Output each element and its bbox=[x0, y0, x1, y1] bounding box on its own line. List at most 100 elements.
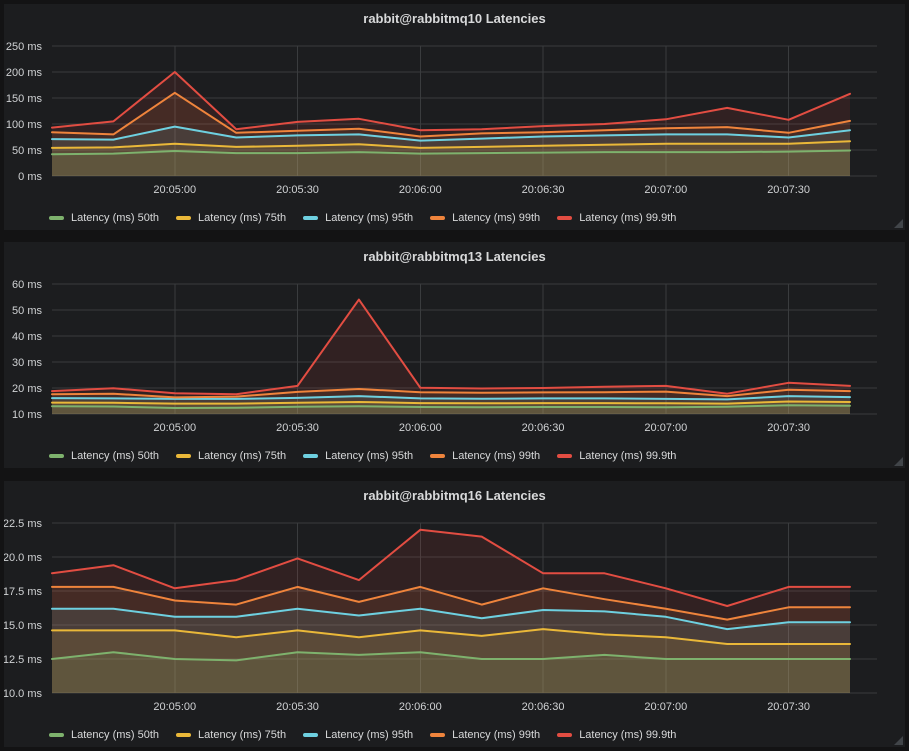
series-line-50th bbox=[51, 404, 851, 409]
legend-label: Latency (ms) 99th bbox=[452, 212, 541, 224]
legend-item-95th[interactable]: Latency (ms) 95th bbox=[303, 450, 413, 462]
series-area-fill bbox=[52, 396, 850, 414]
panel-resize-handle-icon[interactable] bbox=[894, 457, 903, 466]
y-axis-tick-label: 10 ms bbox=[12, 409, 42, 421]
legend-item-99.9th[interactable]: Latency (ms) 99.9th bbox=[557, 212, 676, 224]
legend-label: Latency (ms) 95th bbox=[325, 450, 414, 462]
series-area-fill bbox=[52, 608, 850, 693]
latency-chart-rabbitmq13[interactable]: 10 ms 20 ms 30 ms 40 ms 50 ms 60 ms 20:05:00 20… bbox=[4, 268, 905, 444]
y-axis-tick-label: 60 ms bbox=[12, 279, 42, 291]
legend-label: Latency (ms) 75th bbox=[198, 729, 287, 741]
y-axis-tick-label: 20.0 ms bbox=[4, 552, 42, 564]
x-axis-tick-label: 20:07:30 bbox=[767, 422, 810, 434]
series-line-75th bbox=[51, 628, 851, 645]
y-axis-tick-label: 50 ms bbox=[12, 305, 42, 317]
legend: Latency (ms) 50th Latency (ms) 75th Latenc… bbox=[4, 444, 905, 468]
series-line-99.9th bbox=[51, 298, 851, 396]
y-axis-tick-label: 100 ms bbox=[6, 119, 43, 131]
legend-item-99th[interactable]: Latency (ms) 99th bbox=[430, 212, 540, 224]
series-line-50th bbox=[51, 651, 851, 662]
panel-title[interactable]: rabbit@rabbitmq10 Latencies bbox=[363, 11, 546, 26]
latency-chart-rabbitmq10[interactable]: 0 ms 50 ms 100 ms 150 ms 200 ms 250 ms 20:05:0… bbox=[4, 30, 905, 206]
legend-color-swatch-icon bbox=[430, 216, 446, 220]
legend-label: Latency (ms) 99.9th bbox=[579, 212, 677, 224]
series-area-fill bbox=[52, 141, 850, 176]
x-axis-tick-label: 20:06:30 bbox=[522, 701, 565, 713]
latency-chart-rabbitmq16[interactable]: 10.0 ms 12.5 ms 15.0 ms 17.5 ms 20.0 ms 22.5 … bbox=[4, 507, 905, 723]
y-axis-tick-label: 200 ms bbox=[6, 67, 43, 79]
x-axis-tick-label: 20:06:00 bbox=[399, 184, 442, 196]
legend-item-95th[interactable]: Latency (ms) 95th bbox=[303, 212, 413, 224]
legend-color-swatch-icon bbox=[176, 454, 192, 458]
x-axis-tick-label: 20:05:30 bbox=[276, 701, 319, 713]
y-axis-tick-label: 15.0 ms bbox=[4, 620, 42, 632]
y-axis-tick-label: 50 ms bbox=[12, 145, 42, 157]
legend-item-95th[interactable]: Latency (ms) 95th bbox=[303, 729, 413, 741]
legend-item-50th[interactable]: Latency (ms) 50th bbox=[49, 450, 159, 462]
legend-label: Latency (ms) 99.9th bbox=[579, 729, 677, 741]
legend-item-50th[interactable]: Latency (ms) 50th bbox=[49, 212, 159, 224]
x-axis-tick-label: 20:07:30 bbox=[767, 184, 810, 196]
series-line-95th bbox=[51, 607, 851, 631]
panel-title[interactable]: rabbit@rabbitmq16 Latencies bbox=[363, 488, 546, 503]
x-axis-tick-label: 20:05:00 bbox=[153, 184, 196, 196]
panel-rabbitmq13-latencies: rabbit@rabbitmq13 Latencies 10 ms 20 ms 30… bbox=[4, 242, 905, 468]
y-axis-tick-label: 22.5 ms bbox=[4, 518, 42, 530]
y-axis-tick-label: 150 ms bbox=[6, 93, 43, 105]
legend-item-99.9th[interactable]: Latency (ms) 99.9th bbox=[557, 729, 676, 741]
legend-label: Latency (ms) 75th bbox=[198, 212, 287, 224]
legend-color-swatch-icon bbox=[49, 733, 64, 737]
legend-item-50th[interactable]: Latency (ms) 50th bbox=[49, 729, 159, 741]
series-line-95th bbox=[51, 395, 851, 401]
legend-color-swatch-icon bbox=[303, 733, 319, 737]
legend-color-swatch-icon bbox=[430, 733, 446, 737]
legend-item-99th[interactable]: Latency (ms) 99th bbox=[430, 450, 540, 462]
legend-color-swatch-icon bbox=[49, 216, 64, 220]
legend-label: Latency (ms) 75th bbox=[198, 450, 287, 462]
legend-item-75th[interactable]: Latency (ms) 75th bbox=[176, 212, 286, 224]
series-area-fill bbox=[52, 150, 850, 176]
series-line-95th bbox=[51, 125, 851, 142]
series-line-99.9th bbox=[51, 71, 851, 132]
y-axis-tick-label: 250 ms bbox=[6, 41, 43, 53]
x-axis-tick-label: 20:05:00 bbox=[153, 701, 196, 713]
legend-label: Latency (ms) 99th bbox=[452, 729, 541, 741]
legend-color-swatch-icon bbox=[557, 216, 573, 220]
series-area-fill bbox=[52, 529, 850, 693]
y-axis-tick-label: 0 ms bbox=[18, 171, 42, 183]
series-line-50th bbox=[51, 149, 851, 156]
x-axis-tick-label: 20:06:30 bbox=[522, 422, 565, 434]
x-axis-tick-label: 20:06:00 bbox=[399, 701, 442, 713]
legend: Latency (ms) 50th Latency (ms) 75th Latenc… bbox=[4, 206, 905, 230]
series-area-fill bbox=[52, 92, 850, 176]
panel-resize-handle-icon[interactable] bbox=[894, 219, 903, 228]
series-line-99.9th bbox=[51, 528, 851, 607]
legend-label: Latency (ms) 50th bbox=[71, 212, 160, 224]
series-line-75th bbox=[51, 400, 851, 405]
legend-color-swatch-icon bbox=[49, 454, 64, 458]
legend-color-swatch-icon bbox=[303, 216, 319, 220]
legend-item-99.9th[interactable]: Latency (ms) 99.9th bbox=[557, 450, 676, 462]
legend-color-swatch-icon bbox=[176, 216, 192, 220]
legend-item-99th[interactable]: Latency (ms) 99th bbox=[430, 729, 540, 741]
panel-title[interactable]: rabbit@rabbitmq13 Latencies bbox=[363, 249, 546, 264]
legend-item-75th[interactable]: Latency (ms) 75th bbox=[176, 729, 286, 741]
legend: Latency (ms) 50th Latency (ms) 75th Latenc… bbox=[4, 723, 905, 747]
y-axis-tick-label: 40 ms bbox=[12, 331, 42, 343]
x-axis-tick-label: 20:07:00 bbox=[644, 184, 687, 196]
series-area-fill bbox=[52, 586, 850, 693]
series-line-99th bbox=[51, 585, 851, 621]
x-axis-tick-label: 20:05:30 bbox=[276, 422, 319, 434]
legend-label: Latency (ms) 99.9th bbox=[579, 450, 677, 462]
series-area-fill bbox=[52, 126, 850, 176]
y-axis-tick-label: 20 ms bbox=[12, 383, 42, 395]
panel-rabbitmq16-latencies: rabbit@rabbitmq16 Latencies 10.0 ms 12.5 … bbox=[4, 481, 905, 747]
legend-item-75th[interactable]: Latency (ms) 75th bbox=[176, 450, 286, 462]
x-axis-tick-label: 20:05:30 bbox=[276, 184, 319, 196]
y-axis-tick-label: 30 ms bbox=[12, 357, 42, 369]
series-line-99th bbox=[51, 388, 851, 399]
x-axis-tick-label: 20:07:00 bbox=[644, 422, 687, 434]
panel-resize-handle-icon[interactable] bbox=[894, 736, 903, 745]
panel-rabbitmq10-latencies: rabbit@rabbitmq10 Latencies 0 ms 50 ms 100… bbox=[4, 4, 905, 230]
